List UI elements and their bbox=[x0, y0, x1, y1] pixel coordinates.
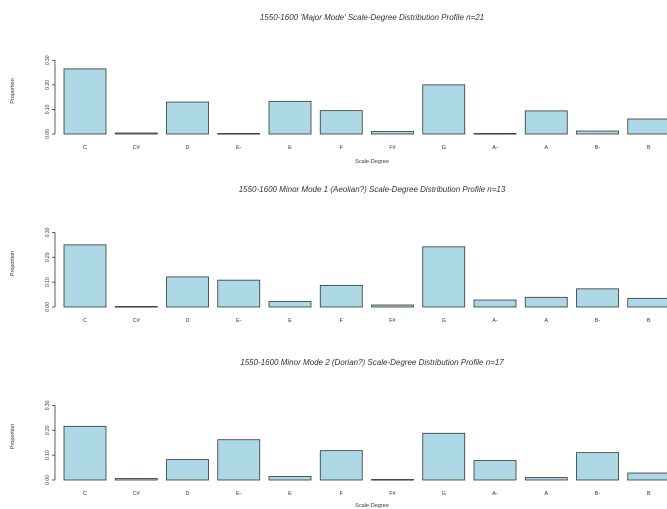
x-tick-label: C bbox=[83, 318, 87, 324]
y-tick-label: 0.30 bbox=[45, 400, 51, 410]
x-tick-label: F bbox=[340, 145, 344, 151]
bar-C bbox=[63, 425, 107, 481]
bar-B- bbox=[576, 130, 619, 135]
bar-C# bbox=[114, 478, 158, 481]
x-tick-label: G bbox=[442, 491, 446, 497]
chart-panel-2: 1550-1600 Minor Mode 1 (Aeolian?) Scale-… bbox=[10, 185, 667, 324]
x-tick-label: F# bbox=[389, 318, 396, 324]
bar-A- bbox=[473, 460, 517, 481]
y-axis-label: Proportion bbox=[10, 78, 16, 103]
x-tick-label: E bbox=[288, 145, 292, 151]
bar-D bbox=[166, 101, 209, 135]
x-tick-label: C# bbox=[133, 318, 141, 324]
y-axis-label: Proportion bbox=[10, 424, 16, 449]
bar-G bbox=[422, 246, 466, 308]
x-tick-label: B bbox=[647, 145, 651, 151]
bar-E bbox=[268, 476, 312, 481]
bar-E- bbox=[217, 279, 261, 308]
x-tick-label: E bbox=[288, 318, 292, 324]
bar-F bbox=[319, 450, 363, 481]
y-tick-label: 0.20 bbox=[45, 252, 51, 262]
bar-A bbox=[524, 296, 568, 308]
bar-D bbox=[166, 459, 209, 481]
x-tick-label: D bbox=[186, 145, 190, 151]
bar-D bbox=[166, 276, 209, 308]
bar-B- bbox=[576, 452, 619, 481]
chart-title: 1550-1600 Minor Mode 1 (Aeolian?) Scale-… bbox=[239, 185, 506, 194]
x-tick-label: A- bbox=[492, 318, 498, 324]
bar-A- bbox=[473, 133, 517, 135]
x-tick-label: E bbox=[288, 491, 292, 497]
bar-F# bbox=[371, 479, 414, 481]
x-tick-label: C# bbox=[133, 491, 141, 497]
bar-C# bbox=[114, 306, 158, 308]
x-tick-label: D bbox=[186, 318, 190, 324]
x-tick-label: F# bbox=[389, 145, 396, 151]
bar-B bbox=[627, 297, 667, 308]
x-tick-label: E- bbox=[236, 145, 242, 151]
x-tick-label: B bbox=[647, 491, 651, 497]
y-tick-label: 0.20 bbox=[45, 80, 51, 90]
bar-C bbox=[63, 244, 107, 308]
x-tick-label: C bbox=[83, 145, 87, 151]
bar-A bbox=[524, 477, 568, 481]
chart-panel-3: 1550-1600 Minor Mode 2 (Dorian?) Scale-D… bbox=[10, 358, 667, 509]
bar-A bbox=[524, 110, 568, 135]
x-axis-label: Scale-Degree bbox=[355, 159, 389, 165]
bar-E- bbox=[217, 133, 261, 135]
chart-title: 1550-1600 'Major Mode' Scale-Degree Dist… bbox=[260, 13, 484, 22]
bar-E- bbox=[217, 439, 261, 481]
x-tick-label: A bbox=[544, 491, 548, 497]
x-axis-label: Scale-Degree bbox=[355, 503, 389, 509]
x-tick-label: B- bbox=[595, 318, 601, 324]
bar-G bbox=[422, 84, 466, 135]
y-tick-label: 0.30 bbox=[45, 227, 51, 237]
x-tick-label: B- bbox=[595, 145, 601, 151]
x-tick-label: F bbox=[340, 318, 344, 324]
y-tick-label: 0.10 bbox=[45, 104, 51, 114]
x-tick-label: A- bbox=[492, 145, 498, 151]
x-tick-label: A bbox=[544, 145, 548, 151]
bar-E bbox=[268, 301, 312, 308]
y-tick-label: 0.00 bbox=[45, 475, 51, 485]
chart-title: 1550-1600 Minor Mode 2 (Dorian?) Scale-D… bbox=[240, 358, 504, 367]
x-tick-label: B- bbox=[595, 491, 601, 497]
x-tick-label: C# bbox=[133, 145, 141, 151]
x-tick-label: C bbox=[83, 491, 87, 497]
y-tick-label: 0.10 bbox=[45, 450, 51, 460]
x-tick-label: E- bbox=[236, 318, 242, 324]
bar-G bbox=[422, 432, 466, 481]
x-tick-label: G bbox=[442, 145, 446, 151]
bar-F bbox=[319, 284, 363, 308]
bar-B bbox=[627, 472, 667, 481]
bar-A- bbox=[473, 299, 517, 308]
y-tick-label: 0.00 bbox=[45, 129, 51, 139]
bar-C bbox=[63, 68, 107, 135]
y-tick-label: 0.30 bbox=[45, 55, 51, 65]
x-tick-label: A bbox=[544, 318, 548, 324]
bar-B- bbox=[576, 288, 619, 308]
bar-B bbox=[627, 118, 667, 135]
y-tick-label: 0.00 bbox=[45, 302, 51, 312]
bar-F# bbox=[371, 131, 414, 135]
x-tick-label: F bbox=[340, 491, 344, 497]
bar-C# bbox=[114, 132, 158, 135]
bar-F# bbox=[371, 304, 414, 308]
chart-panel-1: 1550-1600 'Major Mode' Scale-Degree Dist… bbox=[10, 13, 667, 165]
bar-F bbox=[319, 110, 363, 135]
x-tick-label: G bbox=[442, 318, 446, 324]
y-axis-label: Proportion bbox=[10, 251, 16, 276]
x-tick-label: A- bbox=[492, 491, 498, 497]
x-tick-label: B bbox=[647, 318, 651, 324]
bar-E bbox=[268, 100, 312, 135]
y-tick-label: 0.20 bbox=[45, 425, 51, 435]
x-tick-label: F# bbox=[389, 491, 396, 497]
y-tick-label: 0.10 bbox=[45, 277, 51, 287]
x-tick-label: D bbox=[186, 491, 190, 497]
x-tick-label: E- bbox=[236, 491, 242, 497]
